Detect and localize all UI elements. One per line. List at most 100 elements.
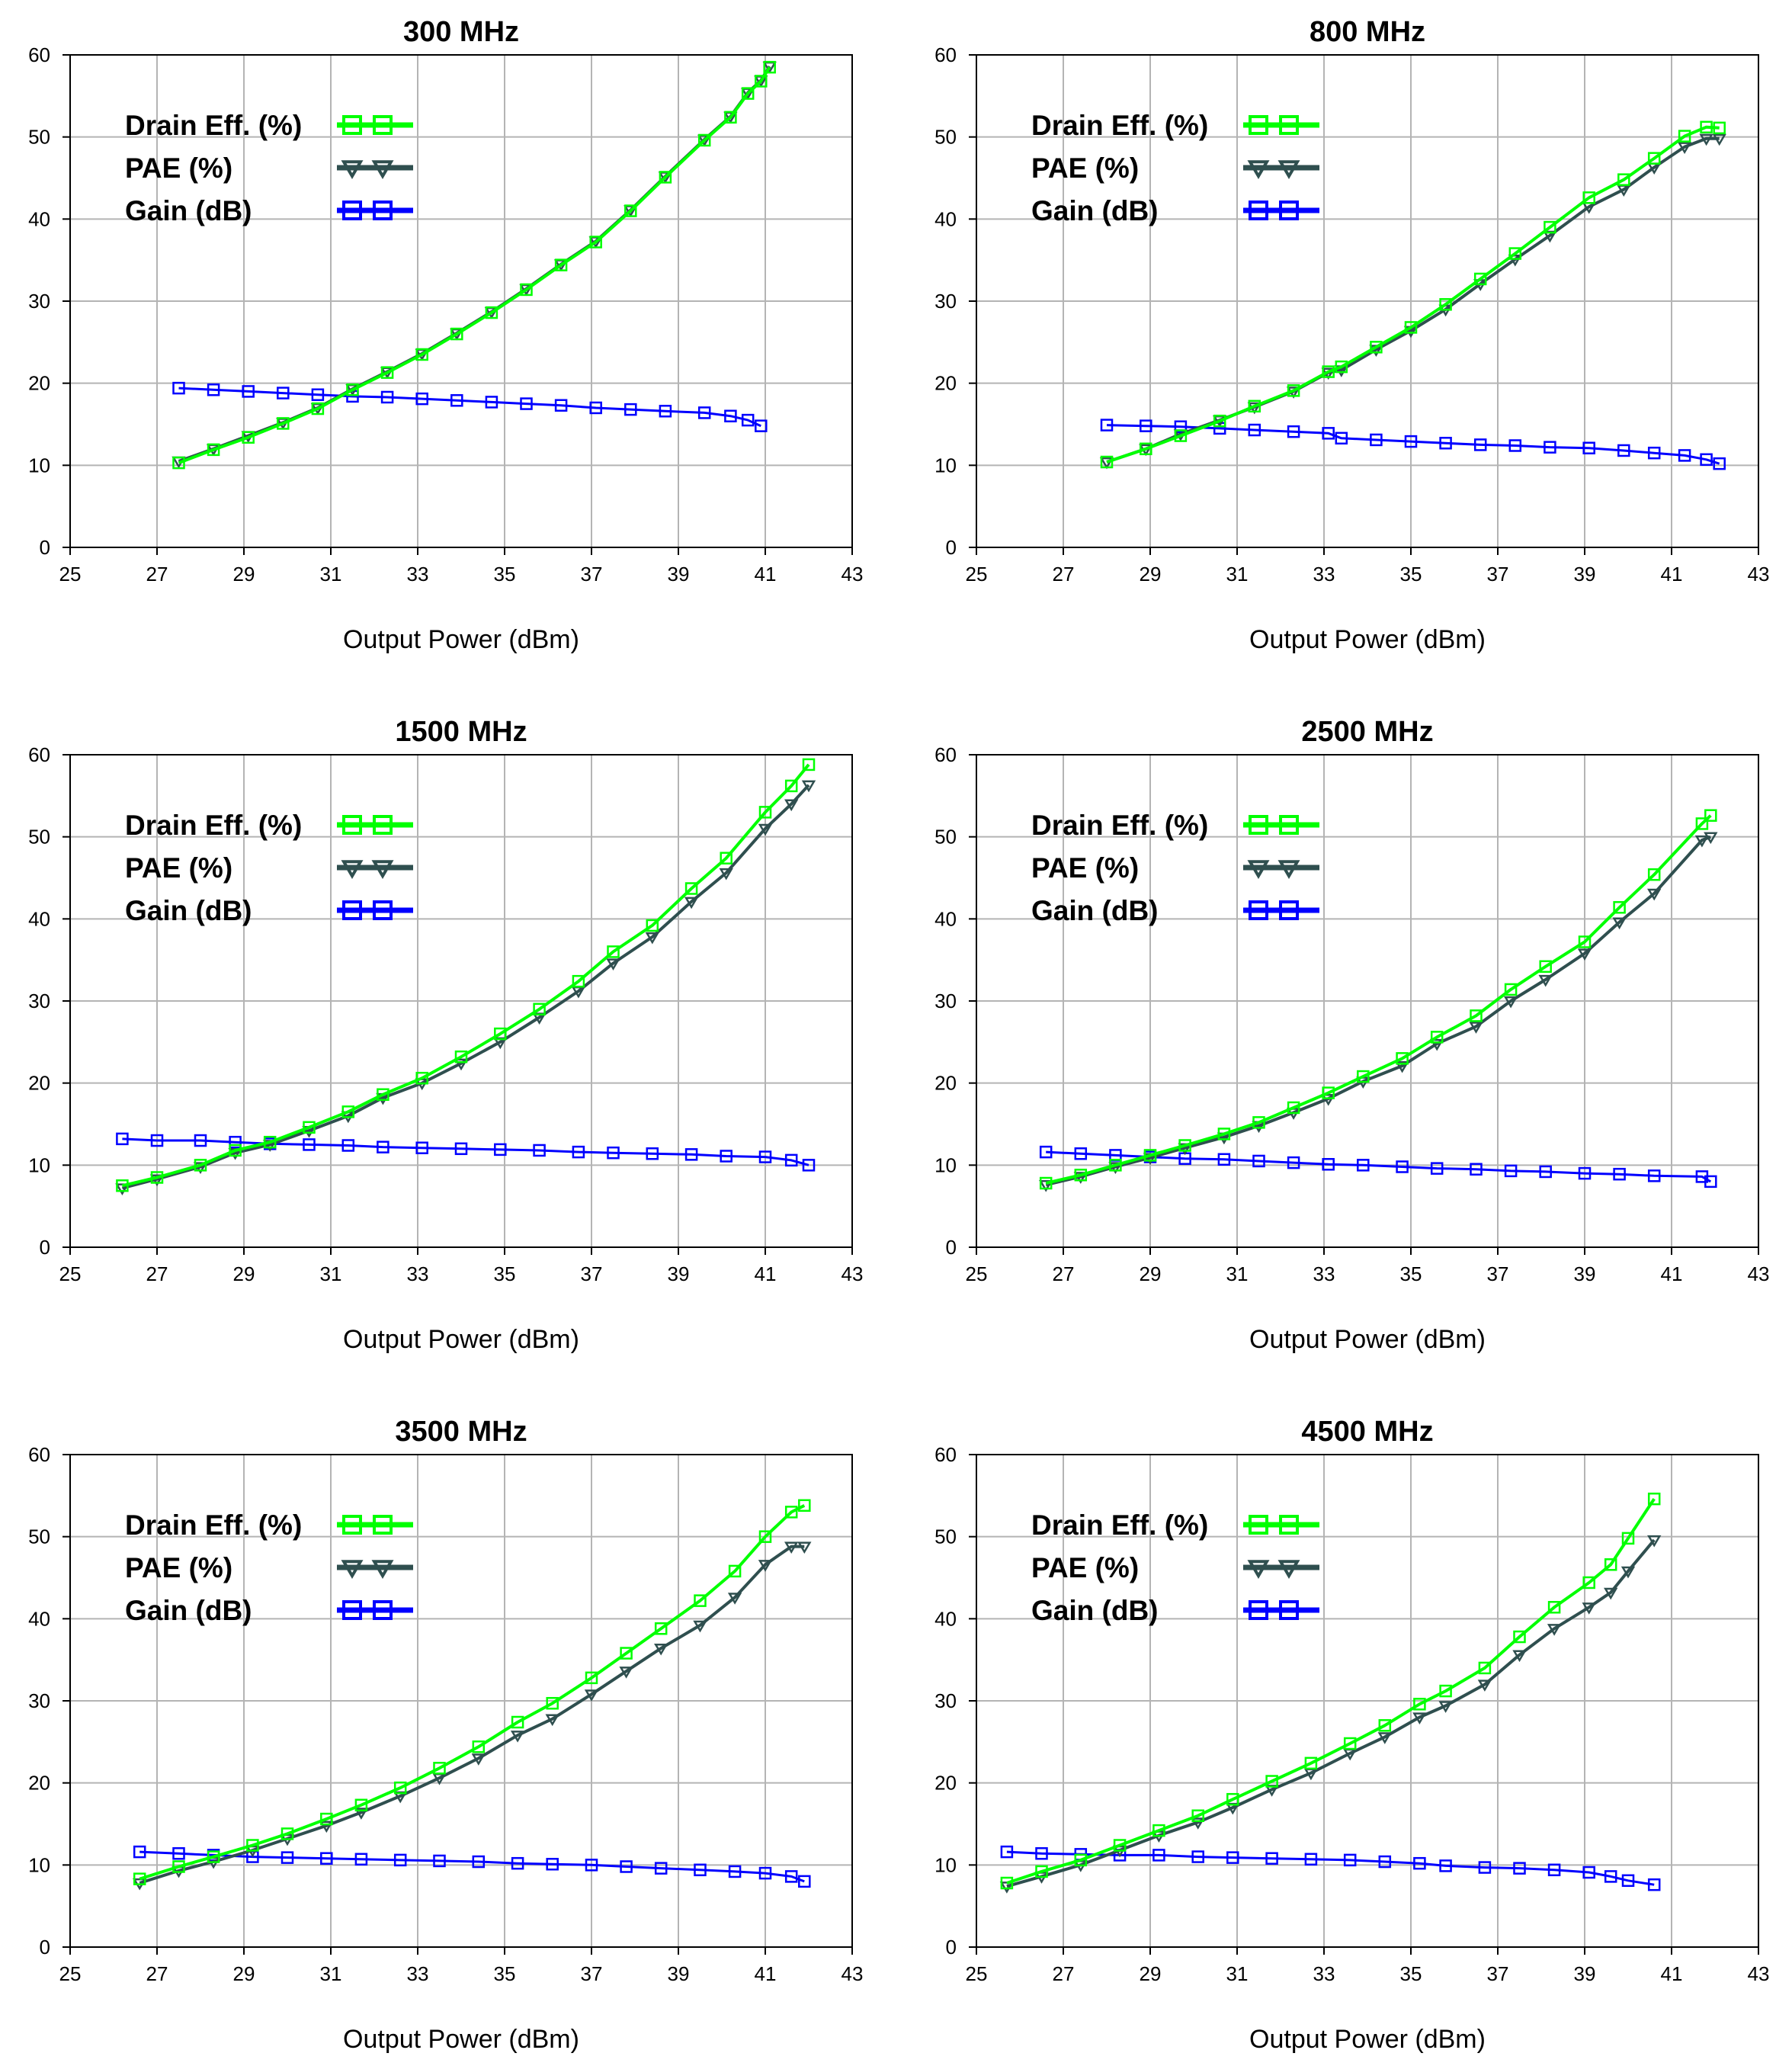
x-axis-label: Output Power (dBm) xyxy=(343,1325,579,1354)
legend-label: PAE (%) xyxy=(1031,852,1139,884)
data-point xyxy=(741,413,755,427)
legend-label: PAE (%) xyxy=(1031,152,1139,184)
y-tick-label: 40 xyxy=(28,1607,50,1630)
data-point xyxy=(1074,1169,1088,1182)
data-point xyxy=(1335,360,1348,374)
y-tick-label: 40 xyxy=(934,207,957,230)
series-pae xyxy=(999,1535,1662,1894)
data-point xyxy=(572,1145,585,1159)
legend-marker xyxy=(1247,1560,1270,1579)
legend-marker xyxy=(1249,201,1268,220)
data-point xyxy=(1547,1863,1561,1877)
data-point xyxy=(1647,1878,1661,1891)
data-point xyxy=(116,1179,129,1192)
y-tick-label: 40 xyxy=(934,907,957,930)
data-point xyxy=(311,402,325,415)
data-point xyxy=(450,327,463,341)
legend: Drain Eff. (%) PAE (%) Gain (dB) xyxy=(1031,110,1319,226)
data-point xyxy=(1699,133,1713,146)
data-point xyxy=(1174,429,1188,442)
data-point xyxy=(1582,1865,1595,1879)
data-point xyxy=(1226,1792,1239,1806)
chart-panel-2: 25 27 29 31 33 35 37 39 41 43 0 10 20 30 40 50 60 800 MHz… xyxy=(934,16,1769,654)
data-point xyxy=(1191,1817,1205,1830)
data-point xyxy=(1439,1684,1452,1698)
data-point xyxy=(1213,422,1226,435)
data-point xyxy=(1508,247,1522,260)
data-point xyxy=(377,1140,389,1153)
data-point xyxy=(1000,1876,1014,1890)
legend-marker xyxy=(1277,1560,1300,1579)
x-tick-label: 41 xyxy=(1661,563,1683,585)
data-point xyxy=(1503,996,1518,1009)
x-tick-label: 29 xyxy=(1140,563,1162,585)
legend-marker xyxy=(341,860,364,879)
legend-marker xyxy=(1277,860,1300,879)
chart-panel-1: 25 27 29 31 33 35 37 39 41 43 0 10 20 30 40 50 60 300 MHz… xyxy=(28,16,863,654)
data-point xyxy=(1713,457,1726,470)
data-point xyxy=(758,1560,773,1572)
data-point xyxy=(380,390,394,404)
y-tick-label: 20 xyxy=(28,1772,50,1795)
y-tick-label: 60 xyxy=(28,743,50,766)
data-point xyxy=(1430,1038,1444,1051)
data-point xyxy=(1578,935,1592,948)
data-point xyxy=(1582,441,1595,454)
data-point xyxy=(1404,321,1418,334)
x-tick-label: 27 xyxy=(146,1962,168,1985)
data-point xyxy=(1287,425,1300,438)
legend-marker xyxy=(1247,160,1270,179)
data-point xyxy=(149,1174,165,1187)
data-point xyxy=(1700,120,1713,133)
x-tick-label: 39 xyxy=(668,1962,690,1985)
legend-marker xyxy=(1249,1600,1268,1620)
legend-marker xyxy=(1279,815,1299,835)
legend-marker xyxy=(342,815,362,835)
legend-label: Gain (dB) xyxy=(1031,195,1158,226)
data-point xyxy=(341,1105,355,1118)
data-point xyxy=(620,1860,633,1873)
x-axis-label: Output Power (dBm) xyxy=(1249,1325,1486,1354)
y-tick-label: 50 xyxy=(28,126,50,149)
data-point xyxy=(1700,453,1713,467)
chart-panel-3: 25 27 29 31 33 35 37 39 41 43 0 10 20 30 40 50 60 1500 MH… xyxy=(28,716,863,1354)
data-point xyxy=(1252,1116,1265,1129)
x-tick-label: 35 xyxy=(494,563,516,585)
data-point xyxy=(472,1740,486,1753)
data-point xyxy=(1343,1737,1357,1750)
data-point xyxy=(763,60,776,74)
data-point xyxy=(450,394,463,407)
data-point xyxy=(999,1882,1015,1894)
chart-panel-6: 25 27 29 31 33 35 37 39 41 43 0 10 20 30 40 50 60 4500 MH… xyxy=(934,1416,1769,2054)
x-tick-label: 25 xyxy=(966,563,988,585)
data-point xyxy=(798,1499,811,1513)
data-point xyxy=(194,1134,207,1147)
data-point xyxy=(1677,142,1692,155)
y-tick-label: 60 xyxy=(934,43,957,66)
x-tick-label: 33 xyxy=(407,1262,429,1285)
data-point xyxy=(589,401,602,415)
data-point xyxy=(1039,1145,1053,1159)
x-tick-label: 29 xyxy=(233,1962,255,1985)
data-point xyxy=(1695,817,1709,830)
data-point xyxy=(415,392,428,406)
data-point xyxy=(784,799,799,812)
y-tick-label: 50 xyxy=(934,1525,957,1548)
x-tick-label: 35 xyxy=(1400,563,1422,585)
x-tick-label: 37 xyxy=(581,563,603,585)
legend-label: Drain Eff. (%) xyxy=(1031,110,1208,141)
data-point xyxy=(485,306,498,319)
legend-marker xyxy=(342,115,362,135)
y-tick-label: 0 xyxy=(40,1236,50,1259)
data-point xyxy=(1413,1856,1426,1870)
data-point xyxy=(645,932,659,945)
data-point xyxy=(1582,191,1595,204)
y-tick-label: 40 xyxy=(934,1607,957,1630)
data-point xyxy=(520,283,533,297)
data-point xyxy=(150,1171,164,1184)
y-tick-label: 20 xyxy=(934,1072,957,1095)
legend-label: Drain Eff. (%) xyxy=(125,110,302,141)
y-tick-label: 0 xyxy=(946,1236,957,1259)
data-point xyxy=(802,758,816,772)
legend: Drain Eff. (%) PAE (%) Gain (dB) xyxy=(125,810,413,926)
